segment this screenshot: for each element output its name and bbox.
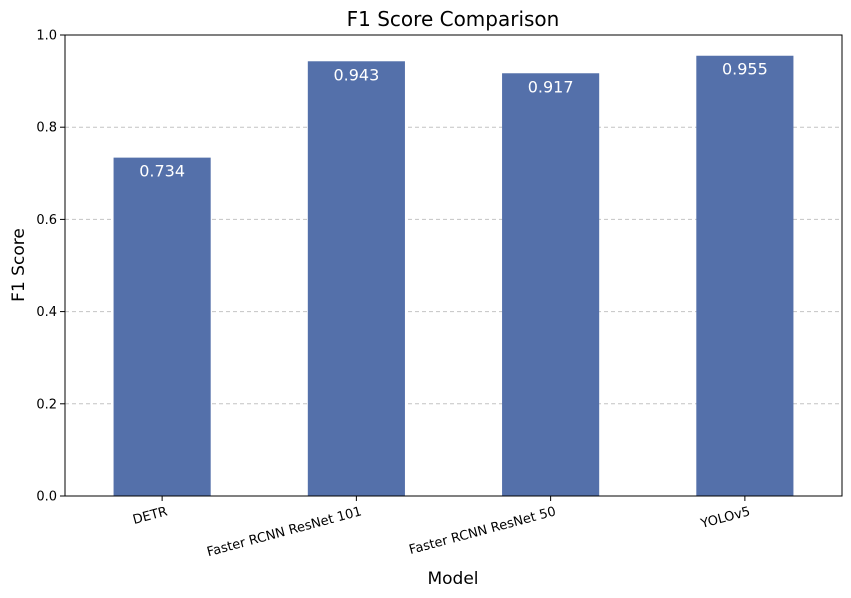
y-tick-label: 0.2 xyxy=(36,397,57,412)
bar-value-label: 0.955 xyxy=(722,60,768,79)
y-tick-label: 0.0 xyxy=(36,490,57,505)
chart-title: F1 Score Comparison xyxy=(347,7,560,31)
bar xyxy=(502,73,600,496)
y-axis-label: F1 Score xyxy=(9,228,29,302)
y-tick-label: 0.6 xyxy=(36,213,57,228)
y-tick-label: 0.8 xyxy=(36,121,57,136)
x-axis-label: Model xyxy=(427,569,478,589)
bar xyxy=(696,55,794,497)
bar-value-label: 0.734 xyxy=(139,162,185,181)
y-tick-label: 0.4 xyxy=(36,305,57,320)
bar-value-label: 0.943 xyxy=(333,65,379,84)
bar xyxy=(113,157,211,496)
bar xyxy=(307,61,405,496)
bar-value-label: 0.917 xyxy=(528,77,574,96)
y-tick-label: 1.0 xyxy=(36,29,57,44)
axes-frame xyxy=(64,34,843,497)
